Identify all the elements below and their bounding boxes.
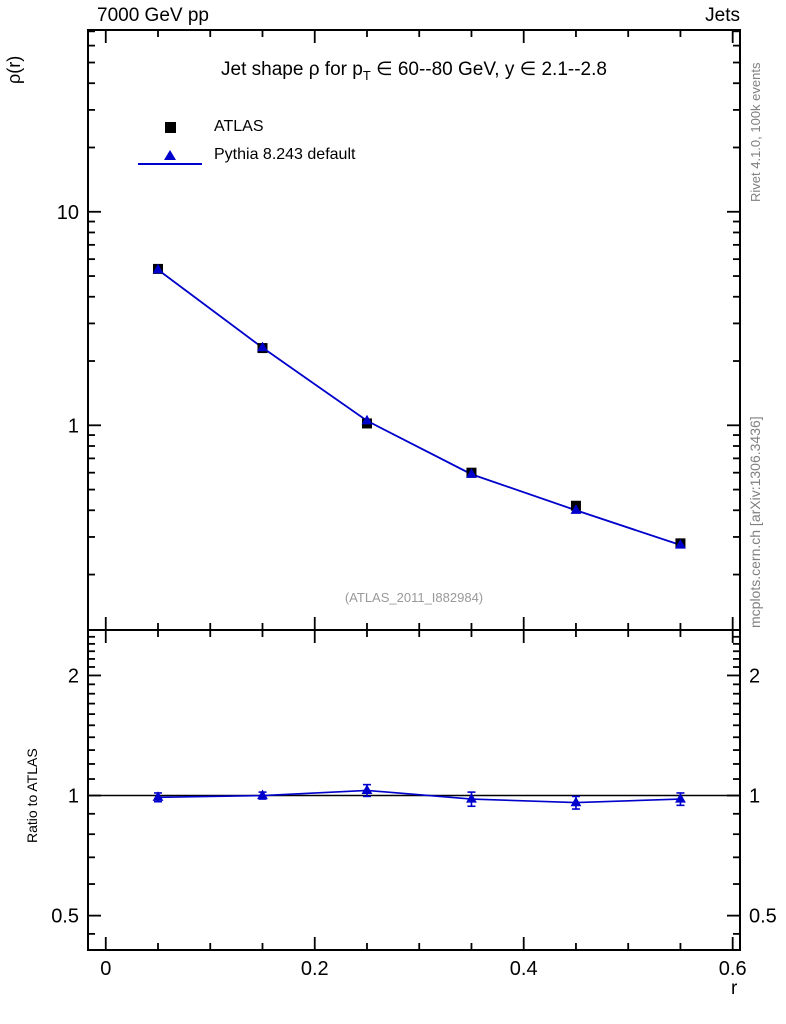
plot-title-text-cont: ∈ 60--80 GeV, y ∈ 2.1--2.8 [370, 59, 607, 80]
analysis-id-watermark: (ATLAS_2011_I882984) [344, 590, 484, 605]
svg-text:0.5: 0.5 [51, 906, 79, 928]
svg-text:10: 10 [57, 202, 79, 224]
svg-text:0.4: 0.4 [510, 958, 538, 980]
svg-text:0.2: 0.2 [301, 958, 329, 980]
svg-text:0.5: 0.5 [749, 906, 777, 928]
svg-text:1: 1 [68, 786, 79, 808]
svg-text:2: 2 [68, 665, 79, 687]
svg-text:2: 2 [749, 665, 760, 687]
legend: ATLAS Pythia 8.243 default [138, 113, 355, 169]
rivet-version-note: Rivet 4.1.0, 100k events [748, 62, 763, 202]
plot-title-subscript: T [362, 67, 371, 83]
legend-label-atlas: ATLAS [214, 118, 264, 135]
legend-label-pythia: Pythia 8.243 default [214, 146, 356, 163]
svg-text:1: 1 [749, 786, 760, 808]
svg-text:1: 1 [68, 415, 79, 437]
mcplots-arxiv-note: mcplots.cern.ch [arXiv:1306.3436] [747, 416, 763, 628]
y-axis-label: ρ(r) [4, 55, 24, 84]
legend-item-pythia: Pythia 8.243 default [138, 141, 355, 169]
svg-text:0: 0 [100, 958, 111, 980]
pythia-line-marker-icon [138, 150, 202, 165]
beam-info-label: 7000 GeV pp [97, 5, 209, 26]
x-axis-label: r [731, 978, 738, 999]
plot-title: Jet shape ρ for pT ∈ 60--80 GeV, y ∈ 2.1… [88, 58, 740, 83]
atlas-square-marker-icon [138, 121, 202, 133]
legend-item-atlas: ATLAS [138, 113, 355, 141]
svg-text:0.6: 0.6 [719, 958, 747, 980]
ratio-y-axis-label: Ratio to ATLAS [24, 748, 40, 843]
plot-title-text: Jet shape ρ for p [221, 59, 363, 80]
analysis-type-label: Jets [705, 5, 740, 26]
